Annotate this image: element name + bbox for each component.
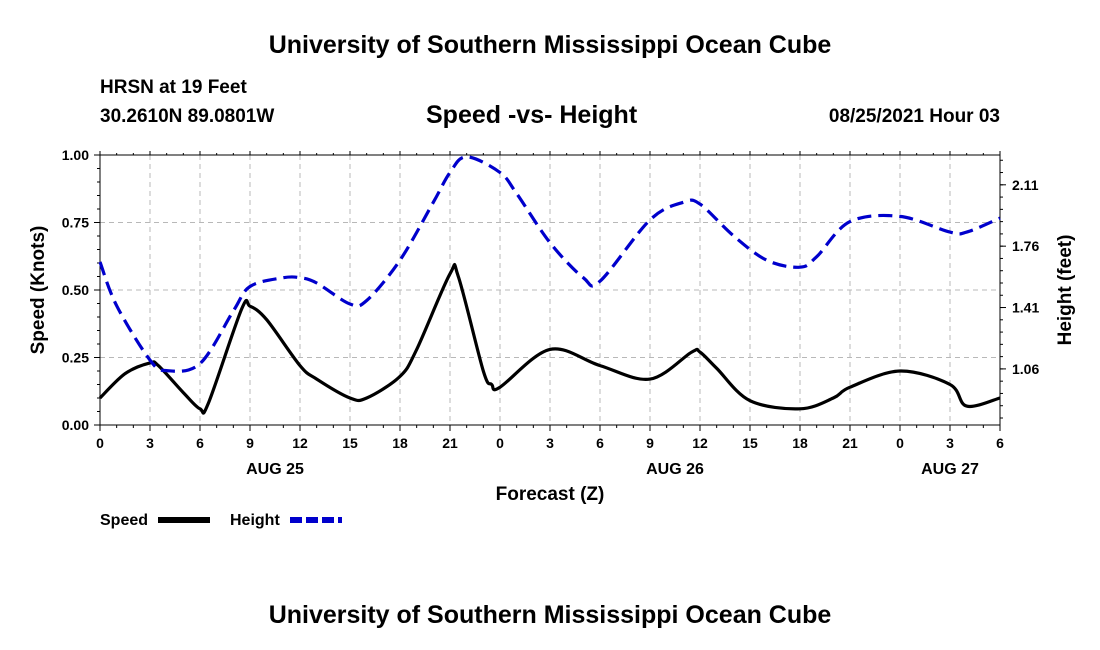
x-tick-label: 18	[392, 435, 408, 451]
station-coordinates: 30.2610N 89.0801W	[100, 106, 275, 127]
y-right-tick-label: 2.11	[1012, 177, 1039, 193]
date-label: AUG 25	[246, 461, 304, 478]
station-label: HRSN at 19 Feet	[100, 77, 247, 98]
y-left-tick-label: 0.00	[62, 417, 89, 433]
series-line-speed	[98, 262, 1001, 415]
y-axis-title-right: Height (feet)	[1055, 235, 1076, 346]
x-axis-title: Forecast (Z)	[496, 484, 605, 505]
series-line-height	[98, 155, 1001, 373]
x-tick-label: 0	[96, 435, 104, 451]
x-tick-label: 3	[546, 435, 554, 451]
legend-label-speed: Speed	[100, 512, 148, 529]
forecast-datetime: 08/25/2021 Hour 03	[828, 106, 1000, 127]
x-tick-label: 3	[146, 435, 154, 451]
x-tick-label: 21	[442, 435, 458, 451]
x-tick-label: 3	[946, 435, 954, 451]
date-label: AUG 27	[921, 461, 979, 478]
x-tick-label: 21	[842, 435, 858, 451]
x-tick-label: 15	[342, 435, 358, 451]
y-axis-title-left: Speed (Knots)	[28, 226, 49, 355]
x-tick-label: 0	[496, 435, 504, 451]
x-tick-label: 18	[792, 435, 808, 451]
x-tick-label: 0	[896, 435, 904, 451]
x-tick-label: 6	[996, 435, 1004, 451]
date-label: AUG 26	[646, 461, 704, 478]
chart-subtitle: Speed -vs- Height	[426, 101, 638, 129]
y-left-tick-label: 1.00	[62, 147, 89, 163]
y-left-tick-label: 0.75	[62, 215, 89, 231]
legend-label-height: Height	[230, 512, 280, 529]
x-tick-label: 12	[692, 435, 708, 451]
y-left-tick-label: 0.25	[62, 350, 89, 366]
y-right-tick-label: 1.76	[1012, 238, 1039, 254]
y-right-tick-label: 1.41	[1012, 300, 1039, 316]
x-tick-label: 9	[646, 435, 654, 451]
chart-title-bottom: University of Southern Mississippi Ocean…	[268, 601, 832, 629]
x-tick-label: 15	[742, 435, 758, 451]
chart-title-top: University of Southern Mississippi Ocean…	[268, 31, 832, 59]
x-tick-label: 9	[246, 435, 254, 451]
x-tick-label: 6	[596, 435, 604, 451]
x-tick-label: 12	[292, 435, 308, 451]
y-right-tick-label: 1.06	[1012, 361, 1039, 377]
y-left-tick-label: 0.50	[62, 282, 89, 298]
x-tick-label: 6	[196, 435, 204, 451]
